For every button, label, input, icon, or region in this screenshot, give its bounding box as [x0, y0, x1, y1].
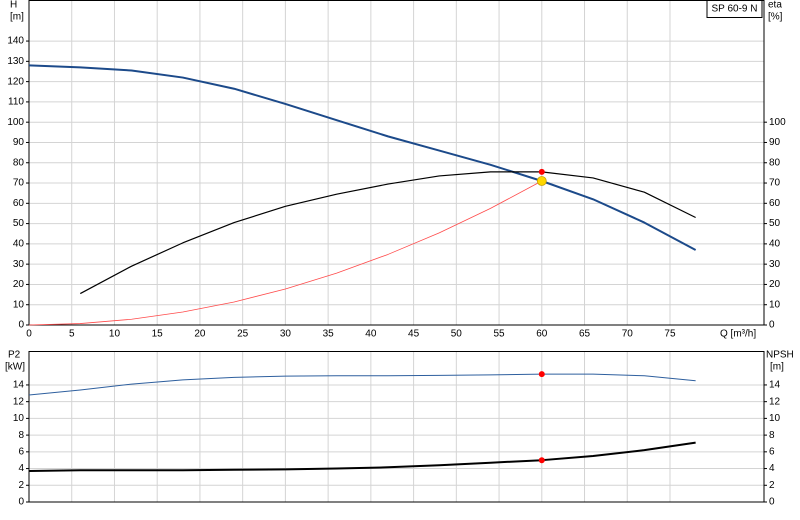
x-tick-label: 0: [26, 329, 32, 340]
y2-axis-unit: [m]: [770, 362, 784, 373]
y2-tick-label: 100: [769, 117, 786, 128]
operating-point: [538, 371, 545, 378]
y2-tick-label: 10: [769, 413, 781, 424]
x-tick-label: 5: [69, 329, 75, 340]
y2-tick-label: 20: [769, 279, 781, 290]
y2-tick-label: 60: [769, 198, 781, 209]
y-tick-label: 0: [18, 320, 24, 331]
y2-tick-label: 90: [769, 137, 781, 148]
y-tick-label: 50: [13, 218, 25, 229]
y-tick-label: 8: [18, 430, 24, 441]
x-tick-label: 35: [323, 329, 335, 340]
x-tick-label: 70: [622, 329, 634, 340]
y-axis-label: P2: [8, 350, 21, 361]
y2-tick-label: 0: [769, 320, 775, 331]
y2-tick-label: 80: [769, 157, 781, 168]
x-axis-label: Q [m³/h]: [720, 329, 756, 340]
x-tick-label: 20: [194, 329, 206, 340]
y-tick-label: 130: [7, 56, 24, 67]
y-tick-label: 120: [7, 76, 24, 87]
y-tick-label: 0: [18, 497, 24, 508]
y-tick-label: 10: [13, 299, 25, 310]
y-tick-label: 30: [13, 259, 25, 270]
y2-tick-label: 70: [769, 178, 781, 189]
x-tick-label: 25: [237, 329, 249, 340]
x-tick-label: 40: [365, 329, 377, 340]
curve: [28, 441, 696, 473]
y-tick-label: 100: [7, 117, 24, 128]
y-tick-label: 20: [13, 279, 25, 290]
x-tick-label: 10: [109, 329, 121, 340]
y2-tick-label: 14: [769, 380, 781, 391]
curve: [28, 373, 696, 396]
y-tick-label: 110: [8, 97, 24, 108]
y2-axis-label: eta: [768, 0, 782, 11]
y-axis-unit: [kW]: [5, 362, 25, 373]
y-tick-label: 70: [13, 178, 25, 189]
y-tick-label: 2: [18, 480, 24, 491]
y-tick-label: 12: [13, 396, 25, 407]
plot-frame: [28, 351, 765, 503]
operating-point: [538, 168, 545, 175]
y2-tick-label: 40: [769, 239, 781, 250]
x-tick-label: 60: [536, 329, 548, 340]
plot-frame: [28, 0, 765, 326]
y2-tick-label: 2: [769, 480, 775, 491]
x-tick-label: 30: [280, 329, 292, 340]
y2-axis-unit: [%]: [768, 12, 783, 23]
x-tick-label: 50: [451, 329, 463, 340]
title-box: [706, 0, 763, 18]
operating-point: [538, 457, 545, 464]
curve: [28, 180, 542, 326]
y2-tick-label: 6: [769, 446, 775, 457]
y-tick-label: 4: [18, 463, 24, 474]
y2-tick-label: 12: [769, 396, 781, 407]
y-tick-label: 80: [13, 157, 25, 168]
y-tick-label: 90: [13, 137, 25, 148]
y2-tick-label: 8: [769, 430, 775, 441]
y-tick-label: 140: [7, 36, 24, 47]
x-tick-label: 15: [152, 329, 164, 340]
y-axis-unit: [m]: [10, 12, 24, 23]
chart-title: SP 60-9 N: [712, 4, 758, 15]
operating-point: [536, 176, 547, 186]
x-tick-label: 75: [664, 329, 676, 340]
x-tick-label: 55: [493, 329, 505, 340]
curve: [28, 64, 697, 251]
y2-tick-label: 10: [769, 299, 781, 310]
y2-tick-label: 50: [769, 218, 781, 229]
y-tick-label: 40: [13, 239, 25, 250]
y-axis-label: H: [10, 0, 17, 11]
y-tick-label: 10: [13, 413, 25, 424]
curve: [79, 171, 696, 295]
y2-axis-label: NPSH: [766, 350, 794, 361]
y2-tick-label: 0: [769, 497, 775, 508]
x-tick-label: 65: [579, 329, 591, 340]
y-tick-label: 6: [18, 446, 24, 457]
y2-tick-label: 30: [769, 259, 781, 270]
y-tick-label: 14: [13, 380, 25, 391]
x-tick-label: 45: [408, 329, 420, 340]
y-tick-label: 60: [13, 198, 25, 209]
y2-tick-label: 4: [769, 463, 775, 474]
